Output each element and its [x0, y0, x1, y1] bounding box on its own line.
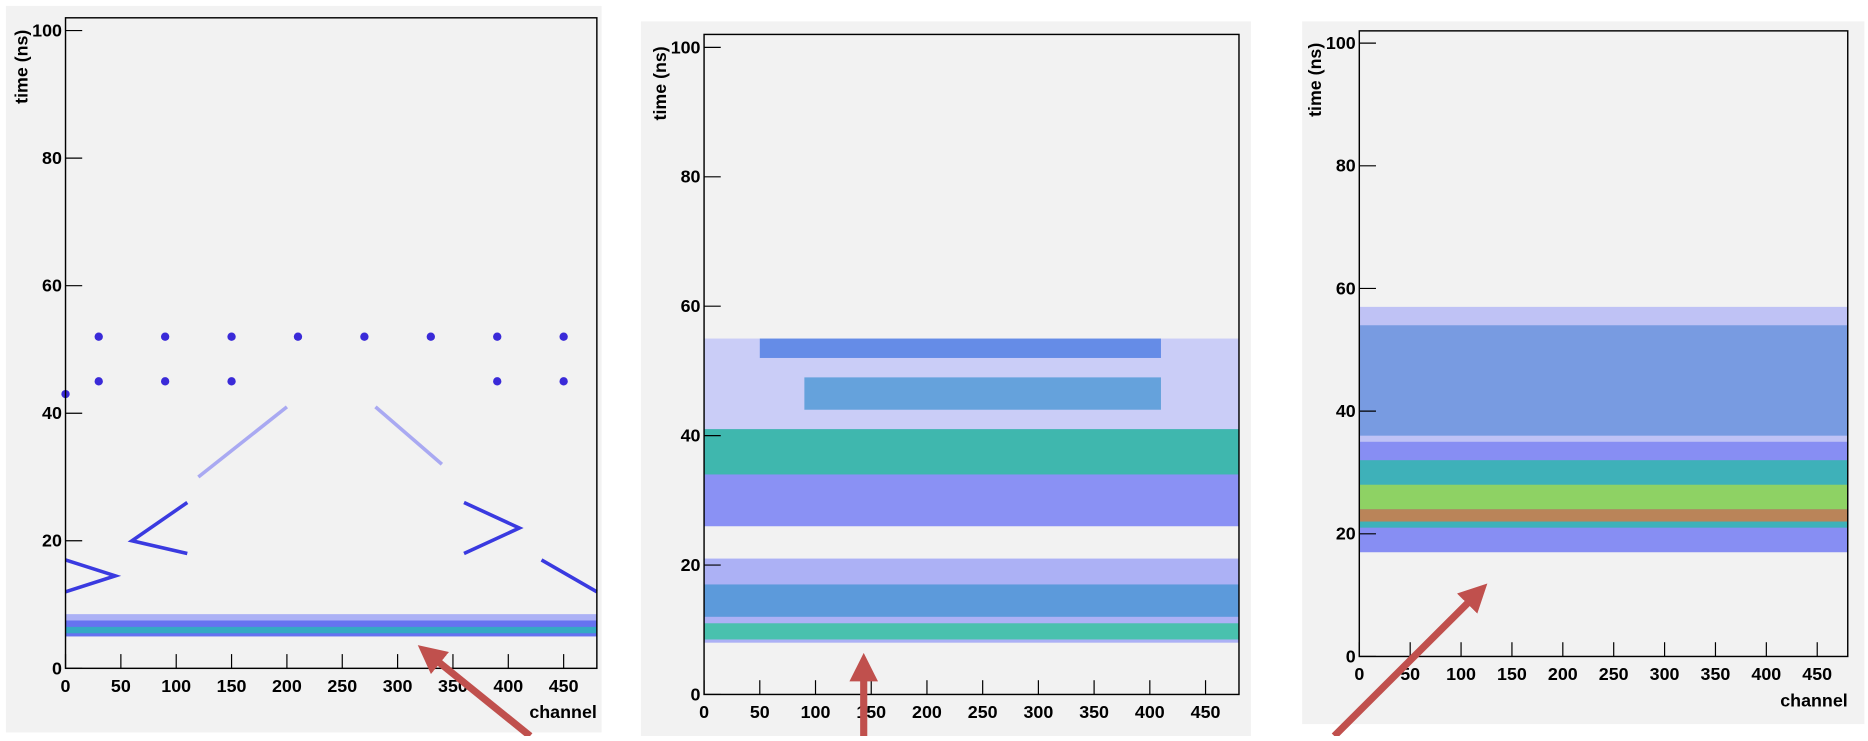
y-axis-label: time (ns) — [1305, 43, 1325, 117]
x-tick-label: 50 — [750, 702, 770, 722]
x-tick-label: 400 — [493, 676, 523, 696]
y-tick-label: 60 — [681, 296, 701, 316]
x-tick-label: 0 — [1354, 664, 1364, 684]
x-tick-label: 250 — [968, 702, 998, 722]
hit-cluster — [227, 377, 236, 386]
density-band — [804, 377, 1161, 410]
y-tick-label: 0 — [1346, 646, 1356, 666]
plot-area — [704, 338, 1239, 643]
x-tick-label: 400 — [1135, 702, 1165, 722]
y-tick-label: 100 — [1326, 33, 1356, 53]
x-tick-label: 450 — [1191, 702, 1221, 722]
hit-track — [64, 558, 122, 594]
density-band — [65, 614, 597, 621]
x-tick-label: 250 — [1599, 664, 1629, 684]
y-axis-label: time (ns) — [11, 30, 31, 104]
arrow — [1331, 583, 1488, 739]
y-tick-label: 40 — [681, 426, 701, 446]
x-tick-label: 400 — [1751, 664, 1781, 684]
hit-track — [374, 405, 444, 466]
x-tick-label: 350 — [1079, 702, 1109, 722]
x-tick-label: 150 — [217, 676, 247, 696]
hit-cluster — [360, 332, 369, 341]
panel-background — [5, 5, 602, 733]
y-tick-label: 100 — [671, 37, 701, 57]
plot-frame — [1358, 30, 1849, 658]
arrows — [417, 583, 1488, 739]
x-tick-label: 350 — [1701, 664, 1731, 684]
x-tick-label: 250 — [327, 676, 357, 696]
x-tick-label: 100 — [161, 676, 191, 696]
y-tick-label: 20 — [681, 555, 701, 575]
hit-track — [127, 501, 189, 556]
arrow — [417, 645, 533, 739]
hit-track — [197, 405, 289, 479]
x-tick-label: 200 — [272, 676, 302, 696]
hit-cluster — [559, 332, 568, 341]
plot-frame — [703, 33, 1240, 696]
density-band — [704, 429, 1239, 475]
y-tick-label: 60 — [1336, 278, 1356, 298]
x-axis-label: channel — [529, 702, 596, 722]
y-tick-label: 0 — [691, 684, 701, 704]
hit-track — [463, 500, 524, 556]
x-axis-label: channel — [1780, 690, 1847, 710]
plot-area — [61, 332, 598, 637]
density-band — [704, 584, 1239, 617]
x-tick-label: 50 — [111, 676, 131, 696]
hit-cluster — [94, 377, 103, 386]
y-tick-label: 100 — [32, 21, 62, 41]
hit-cluster — [426, 332, 435, 341]
y-tick-label: 60 — [42, 276, 62, 296]
plot-frame — [64, 17, 598, 670]
x-tick-label: 450 — [1802, 664, 1832, 684]
y-tick-label: 40 — [42, 403, 62, 423]
x-tick-label: 200 — [1548, 664, 1578, 684]
hit-cluster — [160, 377, 170, 386]
hit-cluster — [493, 332, 502, 341]
plot-area — [1359, 306, 1848, 553]
hit-track — [540, 558, 598, 594]
hit-cluster — [559, 377, 568, 386]
hit-cluster — [160, 332, 170, 341]
x-tick-label: 100 — [1446, 664, 1476, 684]
density-band — [1359, 325, 1848, 436]
y-tick-label: 80 — [681, 167, 701, 187]
y-tick-label: 80 — [42, 148, 62, 168]
x-tick-label: 150 — [1497, 664, 1527, 684]
x-tick-label: 0 — [61, 676, 71, 696]
y-tick-label: 80 — [1336, 156, 1356, 176]
y-tick-label: 20 — [42, 531, 62, 551]
y-tick-label: 40 — [1336, 401, 1356, 421]
x-tick-label: 300 — [383, 676, 413, 696]
y-axis-label: time (ns) — [650, 46, 670, 120]
x-tick-label: 200 — [912, 702, 942, 722]
hit-cluster — [493, 377, 502, 386]
x-tick-label: 100 — [801, 702, 831, 722]
y-tick-label: 20 — [1336, 524, 1356, 544]
density-band — [65, 626, 597, 634]
x-tick-label: 0 — [699, 702, 709, 722]
x-tick-label: 450 — [549, 676, 579, 696]
hit-cluster — [94, 332, 103, 341]
hit-cluster — [227, 332, 236, 341]
y-tick-label: 0 — [52, 658, 62, 678]
x-tick-label: 300 — [1650, 664, 1680, 684]
density-band — [1359, 509, 1848, 522]
x-tick-label: 300 — [1023, 702, 1053, 722]
density-band — [759, 338, 1161, 358]
density-band — [704, 623, 1239, 640]
hit-cluster — [293, 332, 303, 341]
density-band — [1359, 484, 1848, 510]
